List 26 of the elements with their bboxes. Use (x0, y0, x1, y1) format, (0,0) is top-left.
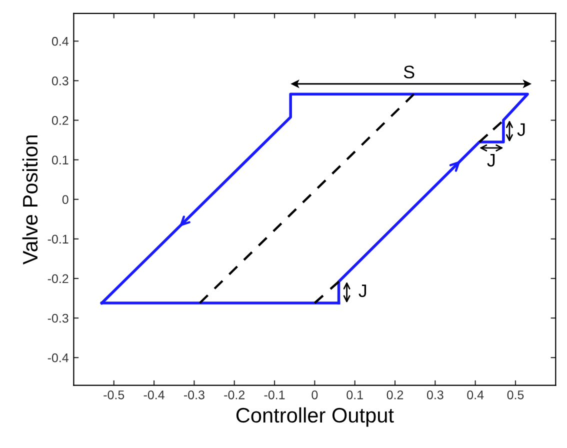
x-tick-label: -0.3 (184, 390, 204, 400)
y-tick-label: -0.3 (48, 314, 68, 323)
y-tick-label: 0.1 (52, 156, 68, 164)
y-tick-label: -0.4 (48, 353, 68, 362)
x-tick-label: 0.5 (507, 390, 524, 400)
y-axis-title: Valve Position (22, 135, 38, 265)
x-tick-label: -0.2 (224, 390, 245, 400)
x-tick-label: -0.5 (104, 390, 124, 400)
y-tick-label: 0.4 (52, 36, 68, 46)
x-tick-label: 0.2 (386, 390, 404, 400)
x-tick-label: 0.3 (426, 390, 444, 400)
y-tick-label: 0.2 (52, 116, 68, 125)
x-axis-title: Controller Output (236, 407, 394, 427)
y-tick-label: -0.2 (48, 274, 68, 284)
x-tick-label: -0.1 (264, 390, 285, 400)
x-tick-label: -0.4 (144, 390, 164, 400)
x-tick-label: 0 (312, 390, 318, 400)
y-tick-label: -0.1 (48, 234, 68, 244)
annotation: J (517, 123, 525, 136)
annotation: J (487, 154, 495, 167)
y-tick-label: 0 (62, 195, 68, 204)
y-tick-label: 0.3 (52, 76, 68, 86)
x-tick-label: 0.4 (467, 390, 484, 400)
x-tick-label: 0.1 (346, 390, 363, 400)
annotation: J (358, 284, 366, 298)
annotation: S (404, 66, 414, 78)
